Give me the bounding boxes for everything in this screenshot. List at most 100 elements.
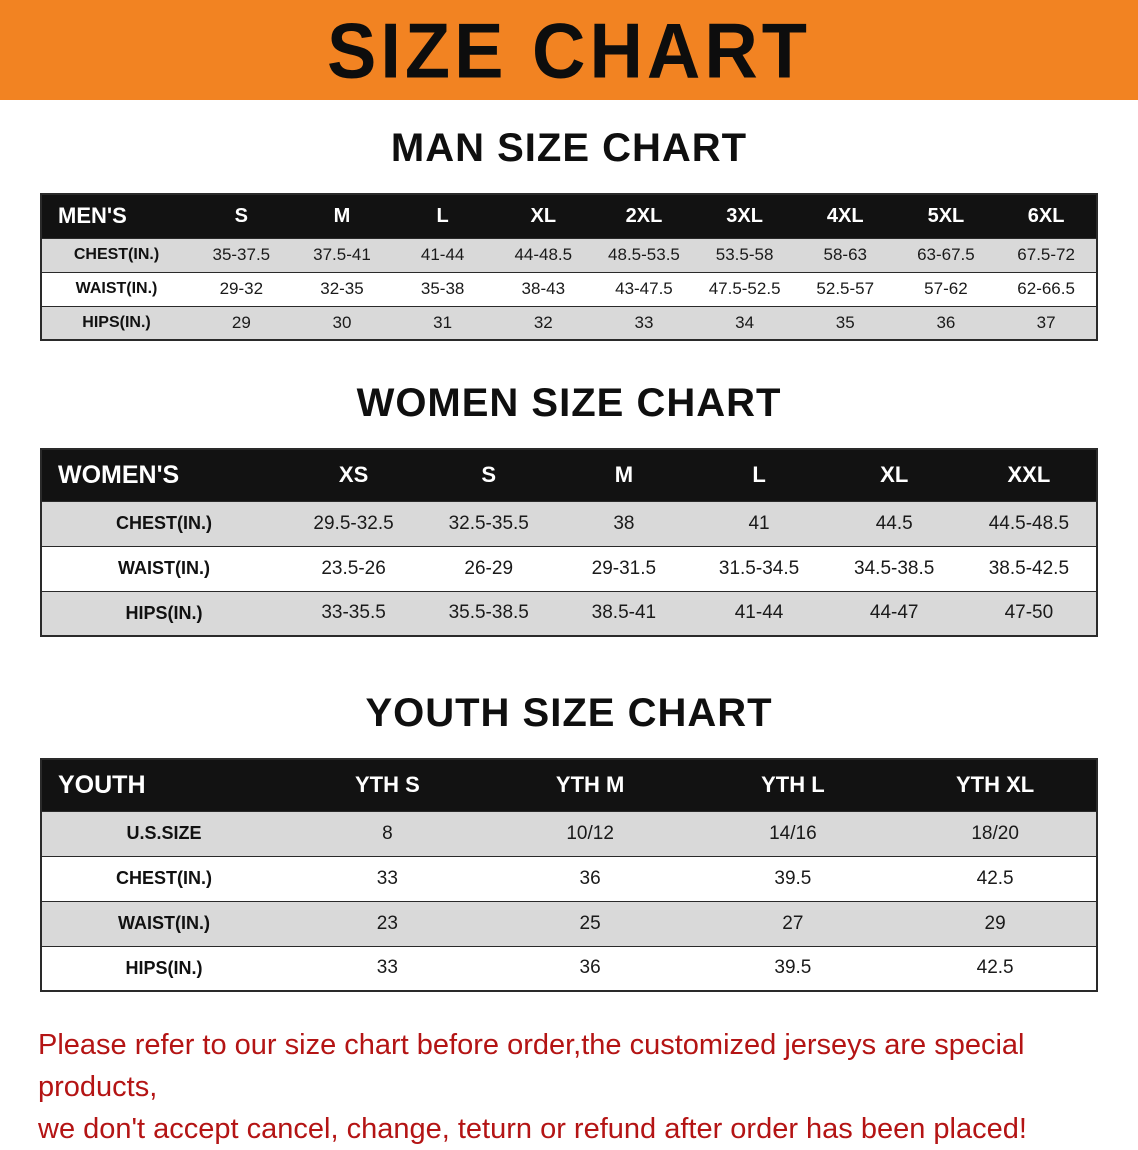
cell: 29 — [894, 900, 1097, 947]
size-table: MEN'S S M L XL 2XL 3XL 4XL 5XL 6XL CHEST(IN.) 35-37… — [40, 193, 1098, 341]
column-header: 3XL — [694, 193, 795, 239]
cell: 8 — [286, 810, 489, 857]
column-header: S — [191, 193, 292, 239]
column-header: 5XL — [895, 193, 997, 239]
table-title: WOMEN'S — [41, 448, 286, 502]
row-label: WAIST(IN.) — [41, 545, 286, 592]
table-title: YOUTH — [41, 758, 286, 812]
cell: 18/20 — [894, 810, 1097, 857]
cell: 37 — [996, 305, 1097, 341]
table-row: WAIST(IN.) 23.5-26 26-29 29-31.5 31.5-34.5 34… — [41, 545, 1097, 592]
header-row: WOMEN'S XS S M L XL XXL — [41, 448, 1097, 502]
cell: 47.5-52.5 — [694, 271, 795, 307]
cell: 44-47 — [826, 590, 962, 637]
table-row: WAIST(IN.) 29-32 32-35 35-38 38-43 43-47.5 47.… — [41, 271, 1097, 307]
cell: 35.5-38.5 — [421, 590, 557, 637]
cell: 36 — [488, 945, 692, 992]
footer-notice: Please refer to our size chart before or… — [38, 1024, 1098, 1150]
column-header: XXL — [961, 448, 1097, 502]
cell: 52.5-57 — [794, 271, 896, 307]
table-row: HIPS(IN.) 33 36 39.5 42.5 — [41, 945, 1097, 992]
table-row: CHEST(IN.) 35-37.5 37.5-41 41-44 44-48.5 48.5… — [41, 237, 1097, 273]
table-row: U.S.SIZE 8 10/12 14/16 18/20 — [41, 810, 1097, 857]
cell: 44.5 — [826, 500, 962, 547]
cell: 10/12 — [488, 810, 692, 857]
section-heading: WOMEN SIZE CHART — [356, 381, 782, 425]
cell: 62-66.5 — [996, 271, 1097, 307]
cell: 63-67.5 — [895, 237, 997, 273]
cell: 33 — [593, 305, 695, 341]
cell: 38.5-41 — [556, 590, 692, 637]
row-label: U.S.SIZE — [41, 810, 286, 857]
size-table: YOUTH YTH S YTH M YTH L YTH XL U.S.SIZE 8 10/12… — [40, 758, 1098, 992]
cell: 29-32 — [191, 271, 292, 307]
cell: 32.5-35.5 — [421, 500, 557, 547]
cell: 26-29 — [421, 545, 557, 592]
cell: 41-44 — [691, 590, 827, 637]
cell: 25 — [488, 900, 692, 947]
cell: 37.5-41 — [291, 237, 393, 273]
table-row: WAIST(IN.) 23 25 27 29 — [41, 900, 1097, 947]
section-heading: YOUTH SIZE CHART — [365, 691, 773, 735]
notice-line-2: we don't accept cancel, change, teturn o… — [38, 1113, 1027, 1146]
cell: 57-62 — [895, 271, 997, 307]
cell: 32-35 — [291, 271, 393, 307]
banner: SIZE CHART — [0, 0, 1138, 100]
column-header: YTH S — [286, 758, 489, 812]
table-row: CHEST(IN.) 29.5-32.5 32.5-35.5 38 41 44.5 44.5… — [41, 500, 1097, 547]
table-row: CHEST(IN.) 33 36 39.5 42.5 — [41, 855, 1097, 902]
cell: 38.5-42.5 — [961, 545, 1097, 592]
cell: 29.5-32.5 — [286, 500, 422, 547]
cell: 44-48.5 — [492, 237, 594, 273]
column-header: 6XL — [996, 193, 1097, 239]
cell: 53.5-58 — [694, 237, 795, 273]
header-row: YOUTH YTH S YTH M YTH L YTH XL — [41, 758, 1097, 812]
header-row: MEN'S S M L XL 2XL 3XL 4XL 5XL 6XL — [41, 193, 1097, 239]
cell: 14/16 — [691, 810, 895, 857]
column-header: L — [392, 193, 493, 239]
cell: 34.5-38.5 — [826, 545, 962, 592]
row-label: HIPS(IN.) — [41, 945, 286, 992]
cell: 39.5 — [691, 945, 895, 992]
cell: 47-50 — [961, 590, 1097, 637]
cell: 33-35.5 — [286, 590, 422, 637]
cell: 27 — [691, 900, 895, 947]
cell: 36 — [488, 855, 692, 902]
cell: 58-63 — [794, 237, 896, 273]
cell: 31 — [392, 305, 493, 341]
cell: 38-43 — [492, 271, 594, 307]
column-header: M — [291, 193, 393, 239]
cell: 30 — [291, 305, 393, 341]
column-header: XL — [826, 448, 962, 502]
column-header: 4XL — [794, 193, 896, 239]
column-header: XS — [286, 448, 422, 502]
cell: 43-47.5 — [593, 271, 695, 307]
row-label: HIPS(IN.) — [41, 590, 286, 637]
cell: 42.5 — [894, 855, 1097, 902]
cell: 31.5-34.5 — [691, 545, 827, 592]
column-header: YTH XL — [894, 758, 1097, 812]
cell: 29 — [191, 305, 292, 341]
table-row: HIPS(IN.) 33-35.5 35.5-38.5 38.5-41 41-44 44-… — [41, 590, 1097, 637]
column-header: YTH M — [488, 758, 692, 812]
charts-container: MAN SIZE CHART MEN'S S M L XL 2XL 3XL 4XL 5XL 6XL C… — [0, 126, 1138, 992]
row-label: HIPS(IN.) — [41, 305, 191, 341]
column-header: 2XL — [593, 193, 695, 239]
cell: 41 — [691, 500, 827, 547]
cell: 23.5-26 — [286, 545, 422, 592]
cell: 48.5-53.5 — [593, 237, 695, 273]
section-heading: MAN SIZE CHART — [390, 126, 748, 170]
cell: 33 — [286, 945, 489, 992]
cell: 33 — [286, 855, 489, 902]
notice-line-1: Please refer to our size chart before or… — [38, 1029, 1025, 1104]
cell: 39.5 — [691, 855, 895, 902]
table-title: MEN'S — [41, 193, 191, 239]
column-header: L — [691, 448, 827, 502]
cell: 44.5-48.5 — [961, 500, 1097, 547]
cell: 38 — [556, 500, 692, 547]
cell: 34 — [694, 305, 795, 341]
row-label: WAIST(IN.) — [41, 900, 286, 947]
column-header: S — [421, 448, 557, 502]
column-header: M — [556, 448, 692, 502]
